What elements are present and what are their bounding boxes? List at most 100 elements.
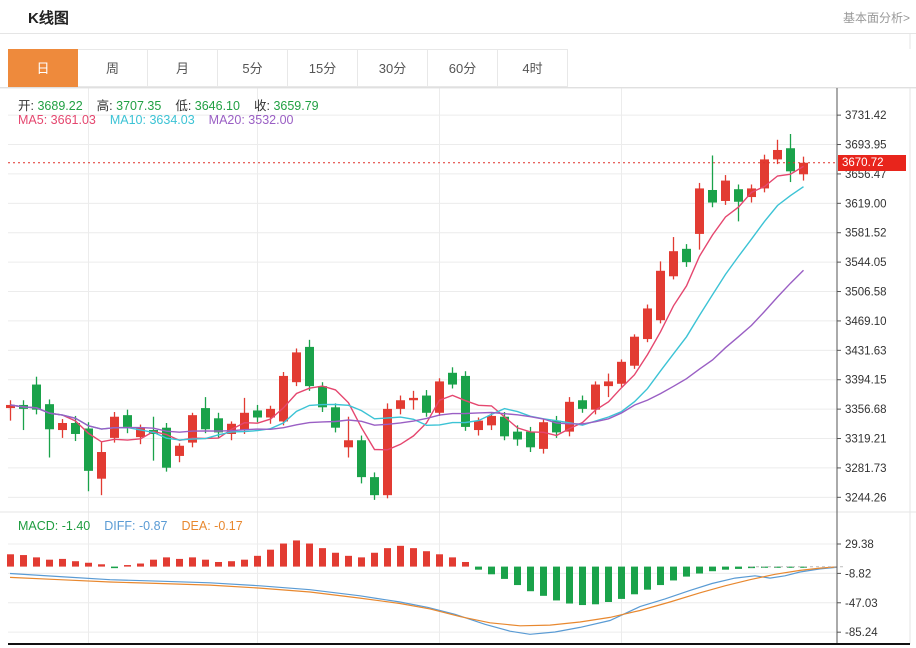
price-axis-label: 3281.73 [845,463,887,475]
macd-hist-bar [358,557,365,567]
candle-body [578,400,587,409]
candle-body [435,381,444,413]
macd-hist-bar [696,566,703,574]
macd-hist-bar [644,566,651,590]
candle-body [253,410,262,418]
macd-hist-bar [540,566,547,596]
tab-4hour[interactable]: 4时 [498,49,568,87]
macd-hist-bar [85,562,92,567]
tab-week[interactable]: 周 [78,49,148,87]
macd-axis-label: -47.03 [845,598,878,610]
macd-hist-bar [735,566,742,569]
macd-hist-bar [397,545,404,567]
tab-30min[interactable]: 30分 [358,49,428,87]
macd-hist-bar [137,563,144,567]
close-value: 收: 3659.79 [253,99,319,113]
candle-body [448,372,457,385]
macd-hist-bar [787,566,794,568]
macd-hist-bar [631,566,638,595]
macd-hist-bar [189,557,196,567]
tab-15min[interactable]: 15分 [288,49,358,87]
main-plot-area[interactable] [8,88,837,512]
macd-hist-bar [124,565,131,567]
macd-hist-bar [579,566,586,606]
macd-hist-bar [267,549,274,567]
dea-line [9,566,838,627]
price-axis-label: 3319.21 [845,434,887,446]
candle-body [552,420,561,433]
candle-body [630,336,639,366]
candle-body [71,422,80,434]
candle-body [331,407,340,428]
tab-month[interactable]: 月 [148,49,218,87]
macd-hist-bar [293,540,300,567]
fundamental-analysis-link[interactable]: 基本面分析> [842,11,910,25]
candle-body [240,412,249,431]
macd-hist-bar [371,552,378,567]
open-value: 开: 3689.22 [18,99,83,113]
candle-body [786,148,795,172]
candle-body [539,422,548,449]
macd-hist-bar [800,566,807,568]
ma10-value: MA10: 3634.03 [109,113,195,127]
period-tab-bar: 日 周 月 5分 15分 30分 60分 4时 [0,49,916,88]
price-axis-label: 3731.42 [845,110,887,122]
ma5-value: MA5: 3661.03 [18,113,96,127]
ohlc-legend: 开: 3689.22 高: 3707.35 低: 3646.10 收: 3659.79 [18,95,333,114]
candle-body [760,159,769,189]
macd-hist-bar [618,566,625,599]
candle-body [370,477,379,496]
macd-hist-bar [7,554,14,567]
price-axis-label: 3581.52 [845,228,887,240]
macd-axis-label: 29.38 [845,539,874,551]
macd-hist-bar [410,548,417,567]
macd-hist-bar [319,548,326,567]
candle-body [396,400,405,409]
candlestick-series [6,134,808,500]
candle-body [617,361,626,384]
tab-5min[interactable]: 5分 [218,49,288,87]
macd-hist-bar [592,566,599,605]
price-axis-label: 3356.68 [845,404,887,416]
gridlines [8,88,837,644]
tab-day[interactable]: 日 [8,49,78,87]
macd-hist-bar [254,555,261,567]
candle-body [84,428,93,471]
high-value: 高: 3707.35 [96,99,162,113]
macd-hist-bar [748,566,755,569]
macd-legend: MACD: -1.40 DIFF: -0.87 DEA: -0.17 [18,519,257,533]
candle-body [773,149,782,160]
macd-hist-bar [111,566,118,569]
page-header: K线图 基本面分析> [0,0,916,34]
macd-hist-bar [709,566,716,572]
macd-hist-bar [553,566,560,601]
candle-body [734,189,743,202]
macd-hist-bar [33,557,40,567]
candle-body [682,248,691,263]
tab-60min[interactable]: 60分 [428,49,498,87]
candle-body [474,420,483,431]
dea-value: DEA: -0.17 [181,519,243,533]
candle-body [305,346,314,387]
macd-hist-bar [566,566,573,604]
candle-body [383,408,392,496]
macd-hist-bar [241,559,248,567]
page-title: K线图 [28,10,69,27]
ma20-line [10,269,804,433]
macd-hist-bar [280,543,287,567]
macd-hist-bar [605,566,612,602]
macd-hist-bar [527,566,534,592]
macd-hist-bar [774,566,781,568]
candle-body [279,375,288,422]
candle-body [695,188,704,234]
price-axis-label: 3469.10 [845,316,887,328]
macd-hist-bar [163,557,170,567]
price-axis-label: 3619.00 [845,198,887,210]
macd-hist-bar [657,566,664,586]
axes-and-labels: 3731.42 3693.95 3656.47 3619.00 3581.52 3544.… [0,34,916,645]
macd-hist-bar [384,548,391,567]
candle-body [201,408,210,430]
macd-hist-bar [228,561,235,567]
candle-body [6,404,15,409]
